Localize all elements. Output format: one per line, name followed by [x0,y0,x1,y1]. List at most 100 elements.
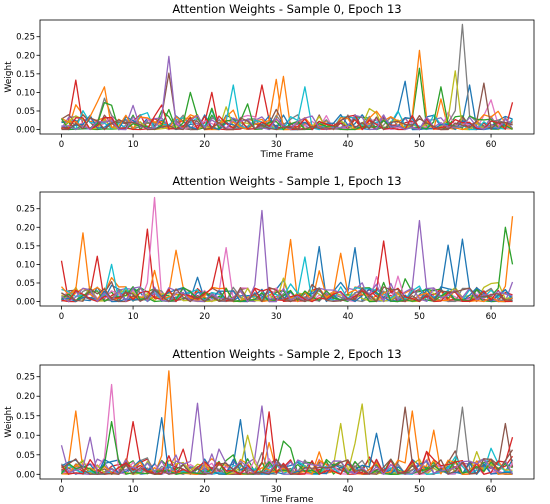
x-tick-label: 60 [486,312,497,322]
x-tick-label: 0 [59,312,64,322]
y-tick-label: 0.25 [16,33,35,43]
x-tick: 0 [59,134,64,150]
y-tick-label: 0.20 [16,392,35,402]
y-axis-label: Weight [4,61,14,93]
x-tick: 10 [128,479,139,495]
x-tick-label: 40 [342,485,353,495]
series-line [61,82,513,131]
x-tick: 50 [414,134,425,150]
y-tick-label: 0.20 [16,51,35,61]
plot-area-frame [39,191,535,307]
y-axis-label: Weight [4,406,14,438]
x-axis-ticks: 0 10 20 30 40 50 60 [59,479,497,495]
x-tick: 20 [199,479,210,495]
y-tick-label: 0.20 [16,223,35,233]
x-tick-label: 30 [271,485,282,495]
x-tick-label: 60 [486,485,497,495]
y-tick: 0.20 [16,392,40,402]
y-tick: 0.25 [16,373,40,383]
x-tick: 10 [128,134,139,150]
y-tick-label: 0.15 [16,242,35,252]
x-tick-label: 30 [271,312,282,322]
x-tick: 30 [271,479,282,495]
series-line [60,402,514,475]
y-tick: 0.05 [16,279,40,289]
x-tick-label: 50 [414,140,425,150]
x-axis-ticks: 0 10 20 30 40 50 60 [59,306,497,322]
x-tick-label: 0 [59,485,64,495]
x-tick-label: 40 [342,140,353,150]
y-tick: 0.00 [16,470,40,480]
y-axis-ticks: 0.00 0.05 0.10 0.15 0.20 0.25 [16,205,40,308]
y-tick-label: 0.10 [16,431,35,441]
x-tick-label: 50 [414,485,425,495]
x-tick: 20 [199,306,210,322]
series-lines [60,370,514,475]
series-lines [60,23,514,131]
x-tick-label: 60 [486,140,497,150]
x-tick: 50 [414,306,425,322]
y-tick-label: 0.00 [16,298,35,308]
y-tick: 0.10 [16,431,40,441]
chart-title: Attention Weights - Sample 0, Epoch 13 [172,2,401,16]
chart-title: Attention Weights - Sample 2, Epoch 13 [172,347,401,361]
y-tick: 0.10 [16,88,40,98]
x-tick: 20 [199,134,210,150]
x-tick-label: 0 [59,140,64,150]
x-tick: 40 [342,479,353,495]
subplot-sample-1: 0 10 20 30 40 50 60 0.00 0.05 0.10 0.15 0.20 0.25 A… [16,174,535,322]
y-tick: 0.05 [16,451,40,461]
y-tick-label: 0.05 [16,451,35,461]
x-axis-ticks: 0 10 20 30 40 50 60 [59,134,497,150]
y-tick: 0.05 [16,107,40,117]
plot-area-frame [39,364,535,480]
x-tick: 10 [128,306,139,322]
x-tick-label: 20 [199,140,210,150]
x-tick: 30 [271,134,282,150]
y-tick-label: 0.05 [16,107,35,117]
y-axis-ticks: 0.00 0.05 0.10 0.15 0.20 0.25 [16,33,40,136]
y-tick: 0.20 [16,223,40,233]
x-tick-label: 20 [199,485,210,495]
x-tick-label: 10 [128,485,139,495]
x-tick: 40 [342,134,353,150]
y-tick: 0.00 [16,298,40,308]
x-tick: 0 [59,479,64,495]
x-tick: 60 [486,479,497,495]
subplot-sample-2: 0 10 20 30 40 50 60 0.00 0.05 0.10 0.15 0.20 0.25 A… [4,347,535,504]
y-tick: 0.20 [16,51,40,61]
y-tick-label: 0.25 [16,205,35,215]
x-tick-label: 30 [271,140,282,150]
series-line [61,370,513,475]
x-tick-label: 10 [128,312,139,322]
x-tick: 40 [342,306,353,322]
y-tick-label: 0.10 [16,260,35,270]
chart-title: Attention Weights - Sample 1, Epoch 13 [172,174,401,188]
y-tick-label: 0.05 [16,279,35,289]
y-tick-label: 0.15 [16,70,35,80]
y-tick-label: 0.25 [16,373,35,383]
x-tick-label: 50 [414,312,425,322]
y-tick: 0.15 [16,242,40,252]
series-line [61,383,514,475]
x-tick: 60 [486,134,497,150]
x-axis-label: Time Frame [260,495,314,504]
y-axis-ticks: 0.00 0.05 0.10 0.15 0.20 0.25 [16,373,40,480]
y-tick: 0.25 [16,33,40,43]
y-tick: 0.15 [16,70,40,80]
x-tick-label: 10 [128,140,139,150]
y-tick-label: 0.00 [16,470,35,480]
x-tick: 0 [59,306,64,322]
plot-area-frame [39,19,535,135]
series-line [61,286,513,303]
series-line [61,449,514,475]
y-tick: 0.00 [16,126,40,136]
series-lines [60,196,514,303]
x-tick: 50 [414,479,425,495]
y-tick-label: 0.00 [16,126,35,136]
y-tick: 0.25 [16,205,40,215]
x-tick-label: 40 [342,312,353,322]
subplot-sample-0: 0 10 20 30 40 50 60 0.00 0.05 0.10 0.15 0.20 0.25 A… [4,2,535,160]
y-tick-label: 0.15 [16,412,35,422]
